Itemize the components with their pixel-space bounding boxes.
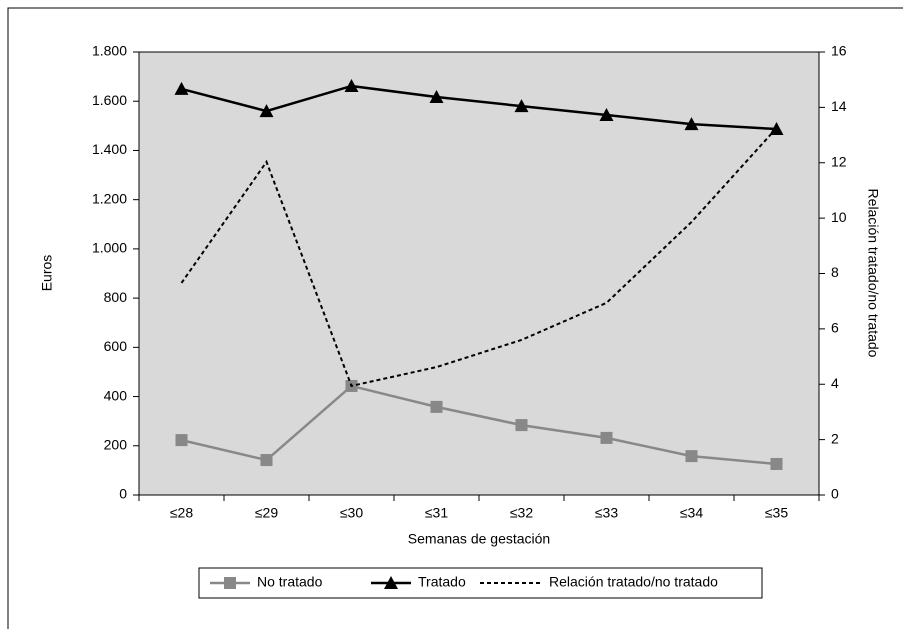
marker-triangle xyxy=(174,81,189,95)
y2-tick-label: 0 xyxy=(831,486,839,502)
legend-label: Tratado xyxy=(418,574,466,590)
y2-axis-title: Relación tratado/no tratado xyxy=(865,189,881,358)
x-tick-label: ≤33 xyxy=(595,505,618,521)
legend-label: No tratado xyxy=(257,574,323,590)
y2-tick-label: 2 xyxy=(831,430,839,446)
y-tick-label: 1.800 xyxy=(92,43,127,59)
y2-tick-label: 16 xyxy=(831,43,847,59)
marker-square xyxy=(600,431,613,444)
marker-triangle xyxy=(344,78,359,92)
y2-tick-label: 6 xyxy=(831,320,839,336)
marker-triangle xyxy=(599,108,614,122)
y-tick-label: 1.200 xyxy=(92,190,127,206)
y-tick-label: 1.000 xyxy=(92,240,127,256)
marker-square xyxy=(685,450,698,463)
y2-tick-label: 8 xyxy=(831,264,839,280)
y-tick-label: 1.600 xyxy=(92,92,127,108)
y-tick-label: 200 xyxy=(104,436,128,452)
marker-square xyxy=(430,400,443,413)
y2-tick-label: 12 xyxy=(831,153,847,169)
marker-square xyxy=(770,457,783,470)
y-tick-label: 0 xyxy=(119,486,127,502)
x-tick-label: ≤30 xyxy=(340,505,363,521)
marker-square xyxy=(260,454,273,467)
y2-tick-label: 14 xyxy=(831,98,847,114)
x-tick-label: ≤29 xyxy=(255,505,278,521)
series-line xyxy=(180,127,778,388)
legend-box xyxy=(198,567,763,599)
x-tick-label: ≤34 xyxy=(680,505,703,521)
y2-tick-label: 4 xyxy=(831,375,839,391)
x-tick-label: ≤31 xyxy=(425,505,448,521)
marker-triangle xyxy=(429,90,444,104)
marker-triangle xyxy=(684,117,699,131)
x-tick-label: ≤32 xyxy=(510,505,533,521)
series-line xyxy=(181,384,777,466)
y-axis-title: Euros xyxy=(39,255,55,292)
x-tick-label: ≤28 xyxy=(170,505,193,521)
marker-triangle xyxy=(384,576,398,589)
x-tick-label: ≤35 xyxy=(765,505,788,521)
y2-tick-label: 10 xyxy=(831,209,847,225)
y-tick-label: 1.400 xyxy=(92,141,127,157)
frame xyxy=(7,7,903,629)
marker-square xyxy=(224,577,236,589)
marker-square xyxy=(175,434,188,447)
plot-area xyxy=(138,51,820,496)
marker-square xyxy=(515,419,528,432)
y-tick-label: 400 xyxy=(104,387,128,403)
legend-label: Relación tratado/no tratado xyxy=(549,574,718,590)
y-tick-label: 600 xyxy=(104,338,128,354)
x-axis-title: Semanas de gestación xyxy=(408,531,550,547)
marker-triangle xyxy=(514,99,529,113)
series-line xyxy=(181,84,777,131)
y-tick-label: 800 xyxy=(104,289,128,305)
marker-triangle xyxy=(259,104,274,118)
marker-triangle xyxy=(769,122,784,136)
